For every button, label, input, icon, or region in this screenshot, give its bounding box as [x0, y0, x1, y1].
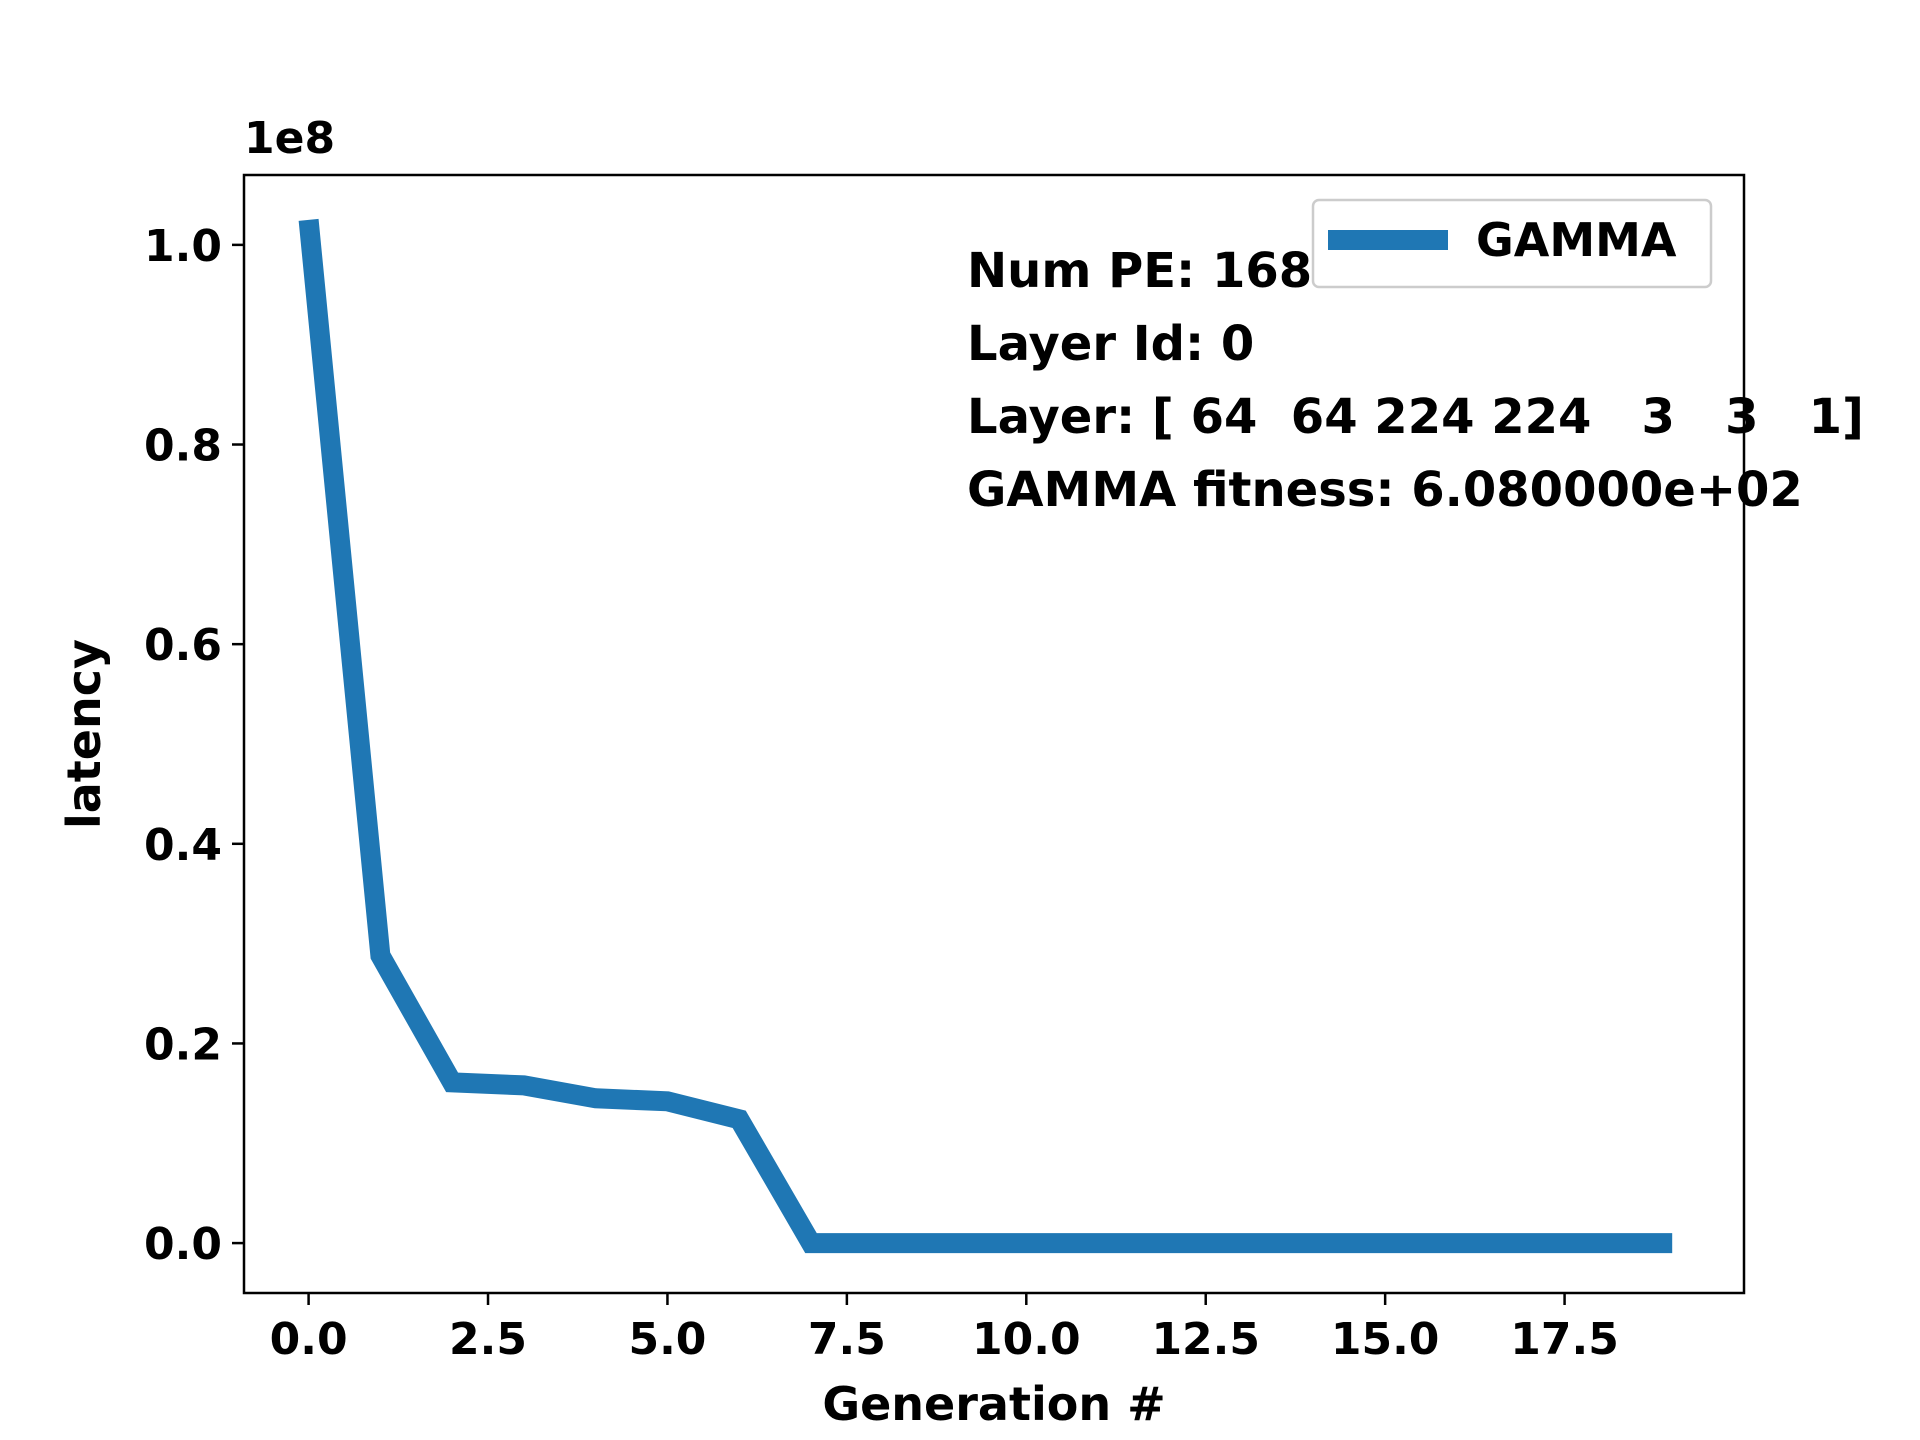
y-tick-label: 1.0 [144, 221, 222, 272]
annotation-layer-shape: Layer: [ 64 64 224 224 3 3 1] [967, 389, 1864, 445]
y-tick-label: 0.4 [144, 820, 222, 871]
y-tick-label: 0.8 [144, 421, 222, 472]
y-tick-label: 0.0 [144, 1219, 222, 1270]
series-layer [298, 218, 1673, 1254]
legend-box [1311, 198, 1713, 289]
x-tick-label: 5.0 [628, 1314, 706, 1365]
legend-label-gamma: GAMMA [1476, 213, 1677, 267]
x-tick-label: 15.0 [1331, 1314, 1440, 1365]
x-axis-label: Generation # [822, 1377, 1165, 1431]
annotation-num-pe: Num PE: 168 [967, 243, 1312, 299]
annotation-layer-id: Layer Id: 0 [967, 316, 1254, 372]
y-axis-label: latency [57, 639, 111, 829]
y-tick-label: 0.6 [144, 620, 222, 671]
x-axis-ticks: 0.0 2.5 5.0 7.5 10.0 12.5 15.0 17.5 [270, 1293, 1619, 1365]
x-tick-label: 17.5 [1510, 1314, 1619, 1365]
annotation-fitness: GAMMA fitness: 6.080000e+02 [967, 462, 1803, 518]
x-tick-label: 7.5 [808, 1314, 886, 1365]
y-axis-ticks: 0.0 0.2 0.4 0.6 0.8 1.0 [144, 221, 244, 1270]
x-tick-label: 12.5 [1151, 1314, 1260, 1365]
x-tick-label: 0.0 [270, 1314, 348, 1365]
legend: GAMMA [1311, 198, 1713, 289]
x-tick-label: 10.0 [972, 1314, 1081, 1365]
annotations: Num PE: 168 Layer Id: 0 Layer: [ 64 64 2… [967, 243, 1864, 518]
plot-frame [242, 173, 1746, 1295]
x-tick-label: 2.5 [449, 1314, 527, 1365]
y-offset-label: 1e8 [244, 113, 335, 164]
series-line-gamma [298, 218, 1673, 1254]
y-tick-label: 0.2 [144, 1019, 222, 1070]
